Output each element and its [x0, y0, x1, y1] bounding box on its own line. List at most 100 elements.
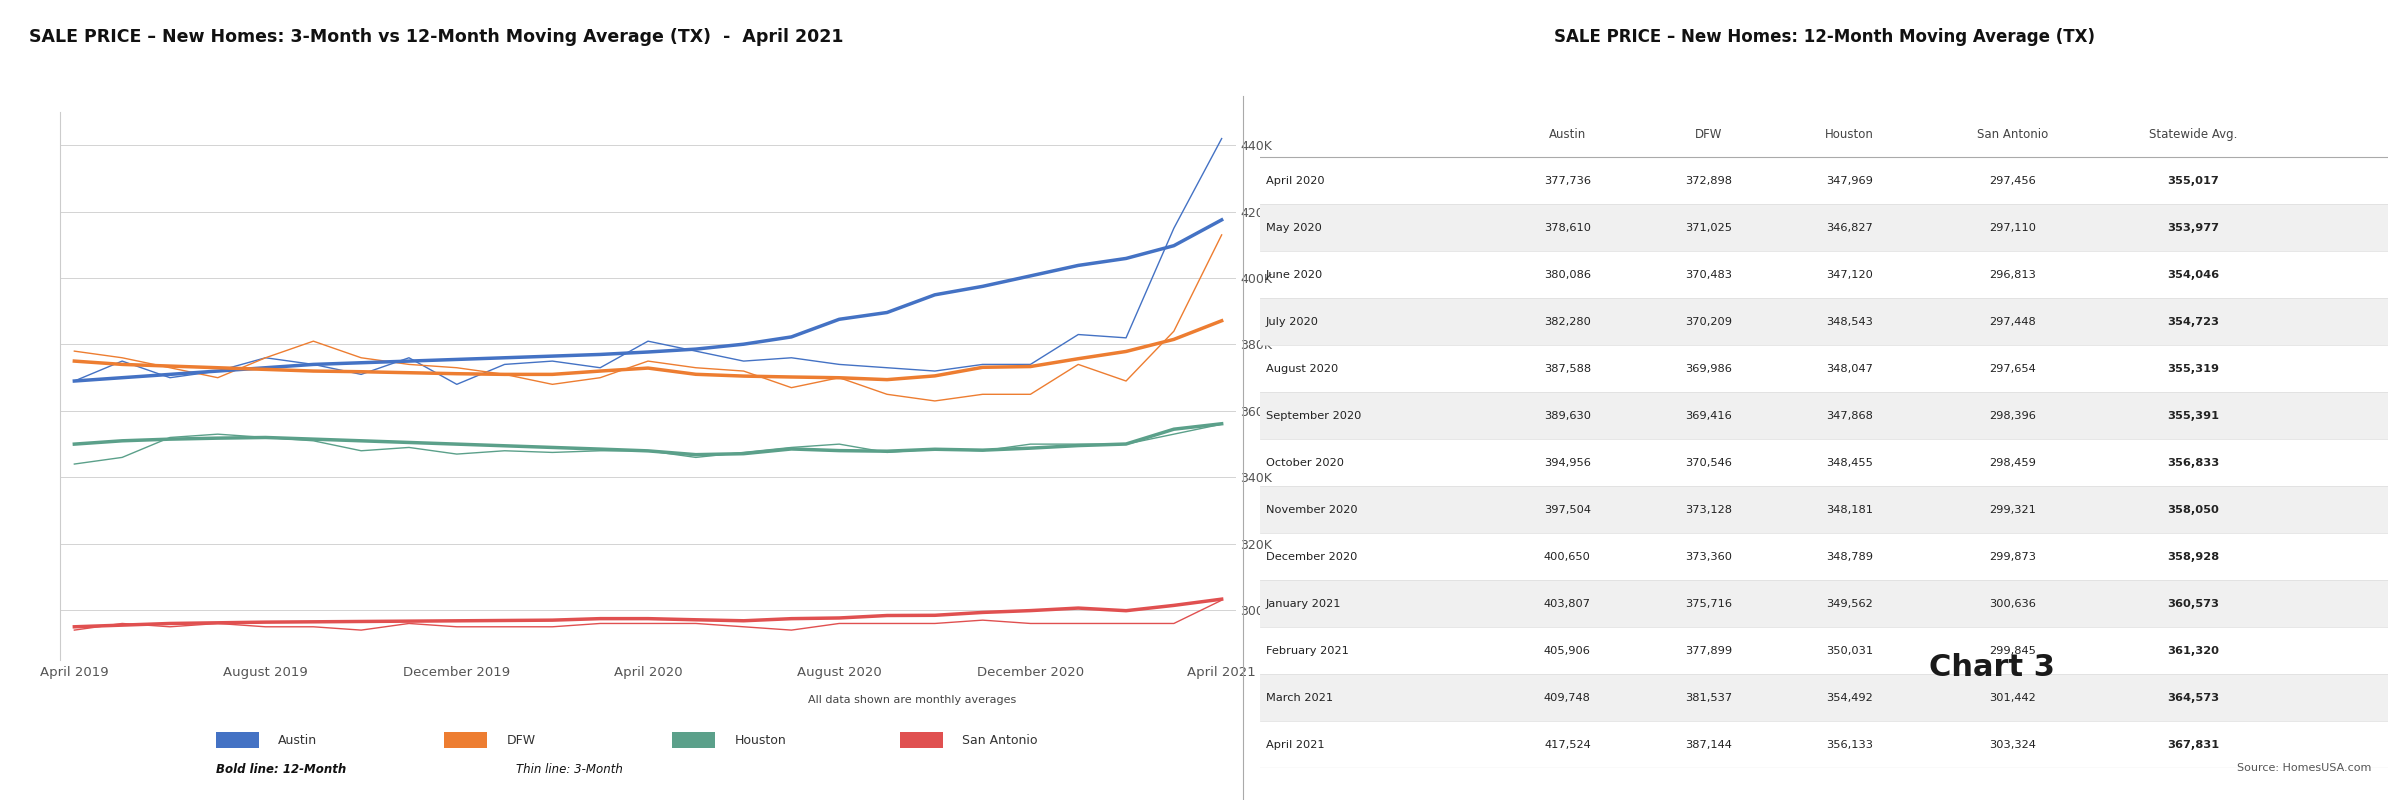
Bar [1260, 204, 2388, 251]
Text: July 2020: July 2020 [1265, 317, 1318, 326]
Text: All data shown are monthly averages: All data shown are monthly averages [809, 695, 1015, 705]
Text: 409,748: 409,748 [1543, 693, 1591, 702]
Text: 405,906: 405,906 [1543, 646, 1591, 655]
Text: DFW: DFW [506, 734, 535, 746]
Text: 348,543: 348,543 [1826, 317, 1872, 326]
Text: 369,416: 369,416 [1685, 410, 1733, 421]
Text: 349,562: 349,562 [1826, 598, 1872, 609]
Text: 296,813: 296,813 [1990, 270, 2035, 280]
Bar [1260, 298, 2388, 345]
Text: 348,789: 348,789 [1826, 551, 1872, 562]
Text: 358,050: 358,050 [2167, 505, 2220, 514]
Text: 298,396: 298,396 [1990, 410, 2035, 421]
Text: February 2021: February 2021 [1265, 646, 1349, 655]
Text: 358,928: 358,928 [2167, 551, 2220, 562]
Text: DFW: DFW [1694, 128, 1723, 141]
Text: 403,807: 403,807 [1543, 598, 1591, 609]
Text: 299,845: 299,845 [1990, 646, 2035, 655]
Text: 297,654: 297,654 [1990, 364, 2035, 374]
Text: 297,456: 297,456 [1990, 176, 2035, 186]
Text: 372,898: 372,898 [1685, 176, 1733, 186]
Text: 381,537: 381,537 [1685, 693, 1733, 702]
Text: 355,391: 355,391 [2167, 410, 2220, 421]
Text: Source: HomesUSA.com: Source: HomesUSA.com [2237, 763, 2371, 773]
Text: Chart 3: Chart 3 [1930, 654, 2054, 682]
Text: January 2021: January 2021 [1265, 598, 1342, 609]
Text: SALE PRICE – New Homes: 12-Month Moving Average (TX): SALE PRICE – New Homes: 12-Month Moving … [1553, 28, 2095, 46]
Text: 382,280: 382,280 [1543, 317, 1591, 326]
Text: 373,360: 373,360 [1685, 551, 1733, 562]
Text: 297,110: 297,110 [1990, 222, 2038, 233]
Text: Houston: Houston [1824, 128, 1874, 141]
Text: 360,573: 360,573 [2167, 598, 2220, 609]
Text: 417,524: 417,524 [1543, 739, 1591, 750]
Text: 380,086: 380,086 [1543, 270, 1591, 280]
Text: 355,017: 355,017 [2167, 176, 2220, 186]
Text: 299,873: 299,873 [1990, 551, 2038, 562]
Text: 347,868: 347,868 [1826, 410, 1872, 421]
Text: San Antonio: San Antonio [962, 734, 1037, 746]
Text: 354,046: 354,046 [2167, 270, 2220, 280]
Text: 350,031: 350,031 [1826, 646, 1872, 655]
Bar [1260, 486, 2388, 533]
Text: 397,504: 397,504 [1543, 505, 1591, 514]
Text: 303,324: 303,324 [1990, 739, 2035, 750]
Text: 347,120: 347,120 [1826, 270, 1872, 280]
Text: 348,455: 348,455 [1826, 458, 1872, 468]
Text: 300,636: 300,636 [1990, 598, 2035, 609]
Text: 348,181: 348,181 [1826, 505, 1872, 514]
Text: August 2020: August 2020 [1265, 364, 1337, 374]
Text: 387,144: 387,144 [1685, 739, 1733, 750]
Text: April 2020: April 2020 [1265, 176, 1325, 186]
Text: Statewide Avg.: Statewide Avg. [2150, 128, 2237, 141]
Text: SALE PRICE – New Homes: 3-Month vs 12-Month Moving Average (TX)  -  April 2021: SALE PRICE – New Homes: 3-Month vs 12-Mo… [29, 28, 842, 46]
Text: 375,716: 375,716 [1685, 598, 1733, 609]
Text: 364,573: 364,573 [2167, 693, 2220, 702]
Text: 298,459: 298,459 [1990, 458, 2035, 468]
Text: 370,209: 370,209 [1685, 317, 1733, 326]
Text: June 2020: June 2020 [1265, 270, 1322, 280]
Bar [1260, 674, 2388, 721]
Text: November 2020: November 2020 [1265, 505, 1358, 514]
Text: December 2020: December 2020 [1265, 551, 1356, 562]
Text: 348,047: 348,047 [1826, 364, 1872, 374]
Text: 371,025: 371,025 [1685, 222, 1733, 233]
Text: 400,650: 400,650 [1543, 551, 1591, 562]
Text: 361,320: 361,320 [2167, 646, 2220, 655]
Text: 370,483: 370,483 [1685, 270, 1733, 280]
Text: 387,588: 387,588 [1543, 364, 1591, 374]
Text: San Antonio: San Antonio [1978, 128, 2050, 141]
Text: 299,321: 299,321 [1990, 505, 2035, 514]
Text: 356,133: 356,133 [1826, 739, 1872, 750]
Text: Houston: Houston [734, 734, 787, 746]
Text: 347,969: 347,969 [1826, 176, 1872, 186]
Text: 356,833: 356,833 [2167, 458, 2220, 468]
Text: 297,448: 297,448 [1990, 317, 2035, 326]
Bar [1260, 392, 2388, 439]
Text: 377,736: 377,736 [1543, 176, 1591, 186]
Text: 373,128: 373,128 [1685, 505, 1733, 514]
Text: 377,899: 377,899 [1685, 646, 1733, 655]
Text: 355,319: 355,319 [2167, 364, 2220, 374]
Text: September 2020: September 2020 [1265, 410, 1361, 421]
Text: Austin: Austin [1548, 128, 1586, 141]
Text: 370,546: 370,546 [1685, 458, 1733, 468]
Text: Thin line: 3-Month: Thin line: 3-Month [516, 763, 624, 776]
Bar [1260, 580, 2388, 627]
Text: April 2021: April 2021 [1265, 739, 1325, 750]
Text: 354,492: 354,492 [1826, 693, 1872, 702]
Text: Austin: Austin [278, 734, 317, 746]
Text: 389,630: 389,630 [1543, 410, 1591, 421]
Text: 354,723: 354,723 [2167, 317, 2220, 326]
Text: October 2020: October 2020 [1265, 458, 1344, 468]
Text: March 2021: March 2021 [1265, 693, 1332, 702]
Text: 301,442: 301,442 [1990, 693, 2035, 702]
Text: May 2020: May 2020 [1265, 222, 1322, 233]
Text: 353,977: 353,977 [2167, 222, 2220, 233]
Text: 369,986: 369,986 [1685, 364, 1733, 374]
Text: 394,956: 394,956 [1543, 458, 1591, 468]
Text: 346,827: 346,827 [1826, 222, 1872, 233]
Text: Bold line: 12-Month: Bold line: 12-Month [216, 763, 346, 776]
Text: 367,831: 367,831 [2167, 739, 2220, 750]
Text: 378,610: 378,610 [1543, 222, 1591, 233]
